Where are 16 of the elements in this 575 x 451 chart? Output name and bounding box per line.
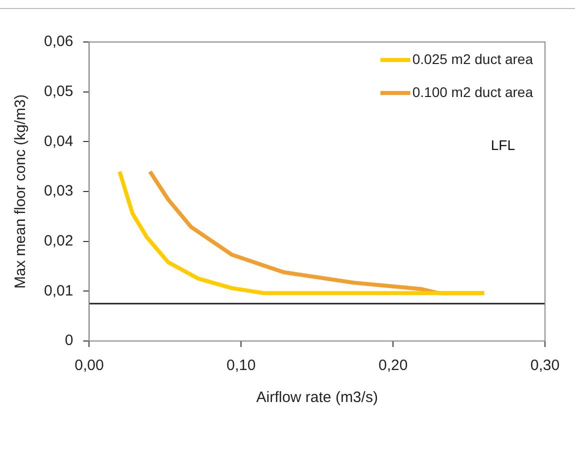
x-tick-label: 0,30 bbox=[530, 357, 560, 374]
y-tick-label: 0,03 bbox=[44, 182, 74, 200]
y-tick-label: 0,04 bbox=[44, 132, 74, 150]
y-tick-label: 0,02 bbox=[44, 232, 74, 250]
legend-label: 0.100 m2 duct area bbox=[412, 84, 534, 100]
x-axis-title: Airflow rate (m3/s) bbox=[256, 389, 378, 406]
y-tick-label: 0 bbox=[64, 332, 74, 350]
y-axis-title: Max mean floor conc (kg/m3) bbox=[12, 94, 30, 289]
y-tick-label: 0,05 bbox=[44, 82, 74, 100]
y-tick-label: 0,06 bbox=[44, 33, 74, 50]
x-tick-label: 0,20 bbox=[378, 357, 408, 374]
legend-label: 0.025 m2 duct area bbox=[412, 50, 534, 67]
x-tick-label: 0,10 bbox=[226, 357, 256, 374]
annotation: LFL bbox=[490, 136, 516, 153]
y-tick-label: 0,01 bbox=[44, 282, 74, 300]
x-tick-label: 0,00 bbox=[74, 357, 104, 374]
